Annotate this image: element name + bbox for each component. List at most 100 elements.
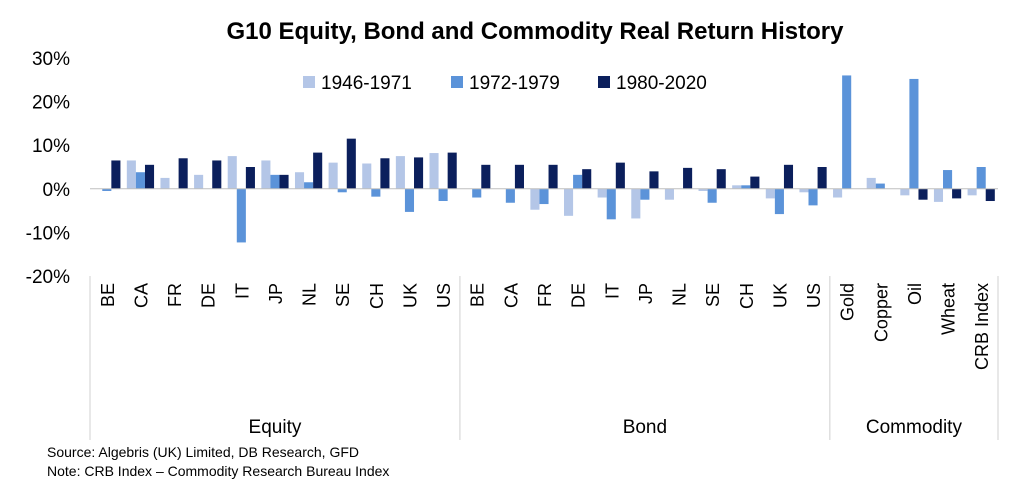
bar-equity-ch-1946-1971 <box>362 163 372 189</box>
bar-commodity-crb-index-1980-2020 <box>985 188 995 202</box>
bar-equity-nl-1972-1979 <box>304 182 314 189</box>
bar-bond-se-1980-2020 <box>716 169 726 189</box>
group-label-equity: Equity <box>249 417 302 438</box>
legend-swatch-1972-1979 <box>451 76 463 88</box>
bar-bond-us-1946-1971 <box>799 188 809 193</box>
bar-equity-ca-1946-1971 <box>126 160 136 189</box>
category-label-commodity-wheat: Wheat <box>939 283 959 335</box>
y-tick-label: 0% <box>43 180 71 201</box>
category-label-equity-se: SE <box>333 283 353 307</box>
bar-bond-de-1980-2020 <box>582 169 592 189</box>
bar-equity-us-1980-2020 <box>447 152 457 189</box>
category-label-commodity-gold: Gold <box>838 283 858 321</box>
bar-commodity-wheat-1980-2020 <box>952 188 962 199</box>
legend-label-1972-1979: 1972-1979 <box>469 73 560 94</box>
bar-bond-ch-1980-2020 <box>750 176 760 189</box>
chart-title: G10 Equity, Bond and Commodity Real Retu… <box>227 18 845 45</box>
category-label-bond-it: IT <box>602 283 622 299</box>
bar-bond-fr-1980-2020 <box>548 164 558 189</box>
bar-bond-de-1972-1979 <box>573 174 583 189</box>
bar-bond-fr-1972-1979 <box>539 188 549 205</box>
group-label-bond: Bond <box>623 417 667 438</box>
bar-bond-de-1946-1971 <box>564 188 574 216</box>
bars <box>102 75 995 243</box>
bar-commodity-wheat-1972-1979 <box>943 170 953 189</box>
category-label-equity-de: DE <box>199 283 219 308</box>
bar-bond-jp-1980-2020 <box>649 171 659 189</box>
y-tick-label: 20% <box>32 93 70 114</box>
legend-swatch-1946-1971 <box>303 76 315 88</box>
bar-equity-us-1946-1971 <box>429 153 439 189</box>
bar-equity-uk-1946-1971 <box>395 156 405 189</box>
bar-equity-ch-1972-1979 <box>371 188 381 197</box>
bar-bond-uk-1972-1979 <box>774 188 784 215</box>
bar-commodity-oil-1946-1971 <box>900 188 910 196</box>
bar-equity-be-1980-2020 <box>111 160 121 189</box>
bar-equity-nl-1980-2020 <box>313 152 323 189</box>
bar-equity-fr-1980-2020 <box>178 158 188 189</box>
category-label-bond-se: SE <box>703 283 723 307</box>
category-label-bond-de: DE <box>569 283 589 308</box>
bar-equity-de-1946-1971 <box>194 174 204 189</box>
bar-commodity-oil-1980-2020 <box>918 188 928 200</box>
bar-equity-uk-1972-1979 <box>404 188 415 212</box>
bar-bond-us-1972-1979 <box>808 188 818 206</box>
source-note: Source: Algebris (UK) Limited, DB Resear… <box>47 444 359 460</box>
group-label-commodity: Commodity <box>866 417 963 438</box>
bar-equity-ca-1972-1979 <box>135 172 145 189</box>
y-tick-label: -20% <box>26 267 70 288</box>
bar-equity-se-1972-1979 <box>337 188 347 193</box>
bar-bond-ch-1972-1979 <box>741 185 751 189</box>
category-label-bond-be: BE <box>468 283 488 307</box>
category-label-equity-us: US <box>434 283 454 308</box>
bar-equity-ch-1980-2020 <box>380 158 390 189</box>
bar-equity-nl-1946-1971 <box>294 172 305 189</box>
category-label-equity-be: BE <box>98 283 118 307</box>
bar-bond-jp-1972-1979 <box>640 188 650 200</box>
bar-equity-it-1980-2020 <box>245 167 255 189</box>
bar-bond-nl-1946-1971 <box>664 188 674 200</box>
bar-bond-jp-1946-1971 <box>631 188 641 219</box>
y-tick-label: -10% <box>26 223 70 244</box>
bar-commodity-wheat-1946-1971 <box>933 188 944 202</box>
category-label-equity-ch: CH <box>367 283 387 309</box>
category-label-bond-us: US <box>804 283 824 308</box>
bar-bond-se-1972-1979 <box>707 188 717 203</box>
bar-equity-jp-1946-1971 <box>261 160 271 189</box>
bar-bond-it-1946-1971 <box>597 188 607 198</box>
bar-equity-be-1972-1979 <box>102 188 112 191</box>
category-label-commodity-oil: Oil <box>905 283 925 305</box>
bar-equity-uk-1980-2020 <box>414 157 424 189</box>
bar-bond-us-1980-2020 <box>817 167 827 189</box>
bar-bond-it-1972-1979 <box>606 188 616 220</box>
category-label-commodity-crb-index: CRB Index <box>972 283 992 370</box>
legend: 1946-1971 1972-1979 1980-2020 <box>303 73 707 94</box>
bar-bond-nl-1980-2020 <box>683 167 693 189</box>
group-labels: Equity Bond Commodity <box>249 417 963 438</box>
category-label-equity-ca: CA <box>131 283 151 308</box>
y-axis: -20% -10% 0% 10% 20% 30% <box>26 49 70 288</box>
bar-equity-se-1980-2020 <box>346 138 356 189</box>
bar-equity-ca-1980-2020 <box>144 164 155 189</box>
bar-equity-it-1946-1971 <box>227 156 237 189</box>
bar-bond-ch-1946-1971 <box>732 185 742 189</box>
category-label-equity-nl: NL <box>300 283 320 306</box>
bar-equity-it-1972-1979 <box>236 188 246 243</box>
bar-bond-ca-1980-2020 <box>514 164 524 189</box>
category-label-equity-it: IT <box>232 283 252 299</box>
bar-bond-fr-1946-1971 <box>530 188 540 210</box>
legend-label-1946-1971: 1946-1971 <box>321 73 412 94</box>
bar-commodity-copper-1972-1979 <box>875 183 885 189</box>
category-label-equity-fr: FR <box>165 283 185 307</box>
category-label-bond-ch: CH <box>737 283 757 309</box>
bar-commodity-copper-1946-1971 <box>866 177 876 189</box>
category-label-equity-jp: JP <box>266 283 286 304</box>
bar-bond-be-1980-2020 <box>481 164 491 189</box>
category-label-bond-nl: NL <box>670 283 690 306</box>
y-tick-label: 10% <box>32 136 70 157</box>
category-label-bond-ca: CA <box>501 283 521 308</box>
bar-equity-us-1972-1979 <box>438 188 448 202</box>
bar-commodity-crb-index-1972-1979 <box>976 167 986 189</box>
bar-equity-de-1980-2020 <box>212 160 222 189</box>
bar-equity-jp-1972-1979 <box>270 174 280 189</box>
